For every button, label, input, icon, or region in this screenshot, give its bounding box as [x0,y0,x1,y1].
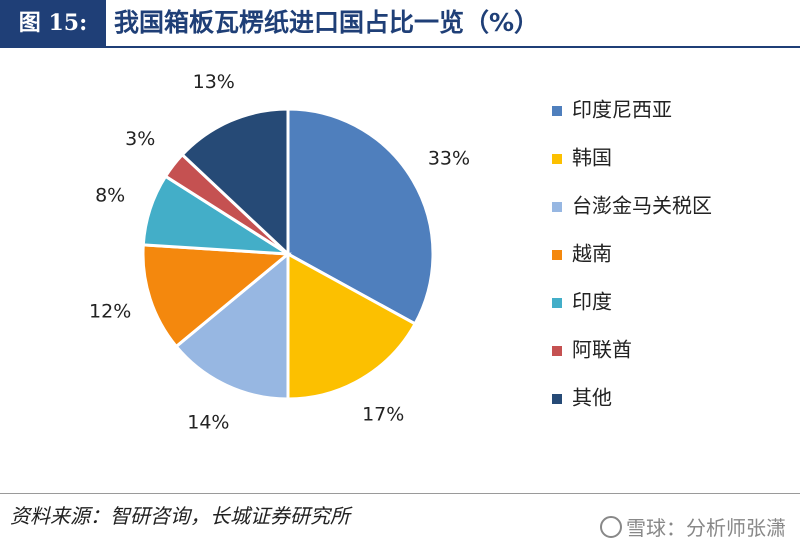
legend-label: 印度尼西亚 [572,98,672,122]
legend-swatch [552,202,562,212]
legend-swatch [552,394,562,404]
chart-title: 我国箱板瓦楞纸进口国占比一览（%） [114,8,540,37]
slice-data-label: 17% [362,403,404,425]
source-divider [0,493,800,494]
legend-label: 印度 [572,290,612,314]
pie-slice-2 [174,250,290,401]
legend-swatch [552,250,562,260]
watermark-text: 雪球：分析师张潇 [626,516,786,540]
title-bar: 图 15: 我国箱板瓦楞纸进口国占比一览（%） [0,0,800,46]
snowball-logo-icon [600,516,622,538]
title-rule [0,46,800,48]
legend-swatch [552,298,562,308]
pie-slice-0 [286,107,435,326]
figure-label: 图 15: [0,0,106,46]
legend-swatch [552,154,562,164]
slice-data-label: 12% [89,300,131,322]
slice-data-label: 8% [95,185,125,207]
pie-slice-1 [286,251,418,401]
legend-swatch [552,346,562,356]
legend-swatch [552,106,562,116]
watermark: 雪球：分析师张潇 [600,512,786,541]
legend-label: 其他 [572,386,612,410]
slice-data-label: 14% [187,412,229,434]
pie-slice-3 [141,243,292,349]
slice-data-label: 13% [193,71,235,93]
legend-label: 韩国 [572,146,612,170]
pie-chart: 33% 17% 14% 12% 8% 3% 13% 印度尼西亚韩国台澎金马关税区越南印度阿联酋… [89,71,712,434]
slice-data-label: 3% [125,128,155,150]
source-note: 资料来源：智研咨询，长城证券研究所 [10,504,350,528]
pie-slice-6 [180,107,290,258]
legend-label: 越南 [572,242,612,266]
legend-label: 阿联酋 [572,338,632,362]
slice-data-label: 33% [428,147,470,169]
legend-label: 台澎金马关税区 [572,194,712,218]
